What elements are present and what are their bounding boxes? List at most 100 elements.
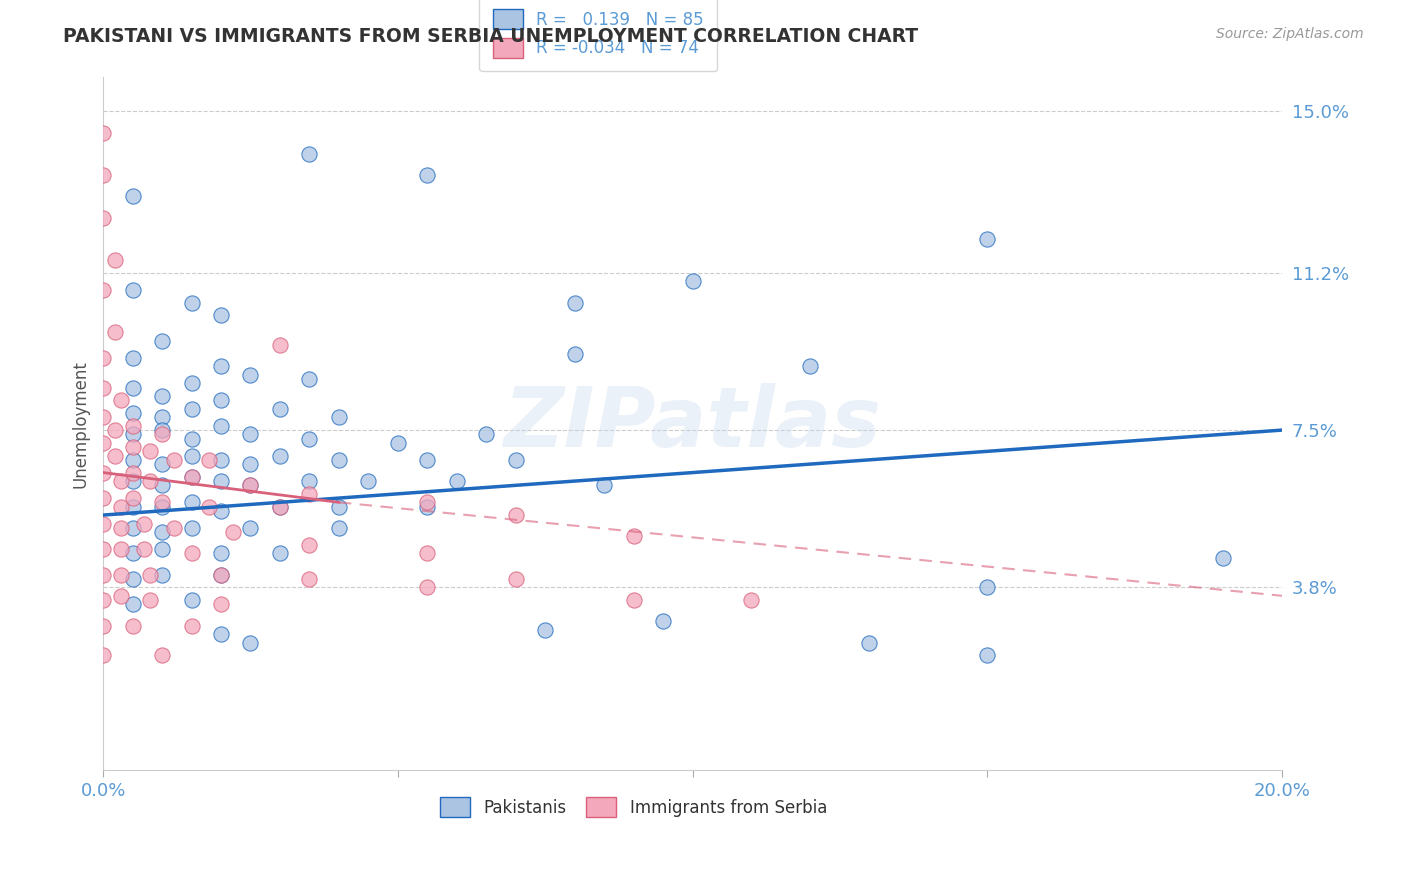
Point xyxy=(150,567,173,582)
Text: ZIPatlas: ZIPatlas xyxy=(503,384,882,464)
Y-axis label: Unemployment: Unemployment xyxy=(72,359,89,488)
Point xyxy=(91,567,114,582)
Text: Source: ZipAtlas.com: Source: ZipAtlas.com xyxy=(1216,27,1364,41)
Point xyxy=(139,444,162,458)
Point xyxy=(150,478,173,492)
Point xyxy=(416,168,439,182)
Point xyxy=(150,495,173,509)
Point xyxy=(222,524,245,539)
Point xyxy=(121,474,143,488)
Point xyxy=(104,449,127,463)
Point xyxy=(505,508,527,522)
Point xyxy=(328,521,350,535)
Point xyxy=(180,495,202,509)
Point xyxy=(416,546,439,560)
Point xyxy=(298,372,321,386)
Point xyxy=(180,401,202,416)
Point xyxy=(121,189,143,203)
Point xyxy=(180,521,202,535)
Point xyxy=(91,516,114,531)
Point xyxy=(150,524,173,539)
Point xyxy=(150,389,173,403)
Point xyxy=(180,470,202,484)
Point xyxy=(198,500,221,514)
Point xyxy=(121,418,143,433)
Point xyxy=(121,406,143,420)
Point xyxy=(976,580,998,594)
Point xyxy=(180,593,202,607)
Point xyxy=(121,491,143,505)
Point xyxy=(150,542,173,557)
Point xyxy=(91,593,114,607)
Point xyxy=(209,418,232,433)
Point xyxy=(652,615,675,629)
Point xyxy=(139,567,162,582)
Point xyxy=(121,597,143,611)
Point xyxy=(328,500,350,514)
Point xyxy=(91,126,114,140)
Point xyxy=(976,648,998,663)
Point xyxy=(180,546,202,560)
Point xyxy=(209,597,232,611)
Point xyxy=(269,449,291,463)
Point xyxy=(593,478,616,492)
Point xyxy=(328,410,350,425)
Point xyxy=(104,423,127,437)
Point xyxy=(121,546,143,560)
Point xyxy=(416,580,439,594)
Point xyxy=(269,338,291,352)
Point xyxy=(416,495,439,509)
Point xyxy=(505,572,527,586)
Point xyxy=(121,618,143,632)
Point xyxy=(134,542,156,557)
Point xyxy=(134,516,156,531)
Point xyxy=(564,346,586,360)
Text: PAKISTANI VS IMMIGRANTS FROM SERBIA UNEMPLOYMENT CORRELATION CHART: PAKISTANI VS IMMIGRANTS FROM SERBIA UNEM… xyxy=(63,27,918,45)
Point xyxy=(104,326,127,340)
Point xyxy=(564,295,586,310)
Point xyxy=(209,309,232,323)
Point xyxy=(623,593,645,607)
Point xyxy=(239,457,262,471)
Point xyxy=(150,410,173,425)
Point xyxy=(121,283,143,297)
Point xyxy=(91,410,114,425)
Point xyxy=(91,351,114,365)
Point xyxy=(121,466,143,480)
Point xyxy=(209,567,232,582)
Point xyxy=(110,521,132,535)
Point xyxy=(416,453,439,467)
Point xyxy=(110,589,132,603)
Point xyxy=(163,521,186,535)
Point xyxy=(209,474,232,488)
Point xyxy=(150,500,173,514)
Point xyxy=(858,635,880,649)
Point xyxy=(475,427,498,442)
Point xyxy=(298,538,321,552)
Point xyxy=(163,453,186,467)
Point xyxy=(209,546,232,560)
Point xyxy=(209,627,232,641)
Point xyxy=(150,457,173,471)
Point xyxy=(91,491,114,505)
Point xyxy=(799,359,821,374)
Point xyxy=(269,500,291,514)
Point xyxy=(298,432,321,446)
Point xyxy=(121,351,143,365)
Point xyxy=(740,593,762,607)
Point xyxy=(1212,550,1234,565)
Point xyxy=(682,274,704,288)
Point xyxy=(269,546,291,560)
Point xyxy=(121,427,143,442)
Point xyxy=(623,529,645,543)
Point xyxy=(209,504,232,518)
Point xyxy=(121,440,143,454)
Point xyxy=(91,211,114,225)
Point xyxy=(180,295,202,310)
Point xyxy=(121,521,143,535)
Point xyxy=(121,500,143,514)
Point xyxy=(180,449,202,463)
Point xyxy=(239,478,262,492)
Point xyxy=(150,427,173,442)
Point xyxy=(121,572,143,586)
